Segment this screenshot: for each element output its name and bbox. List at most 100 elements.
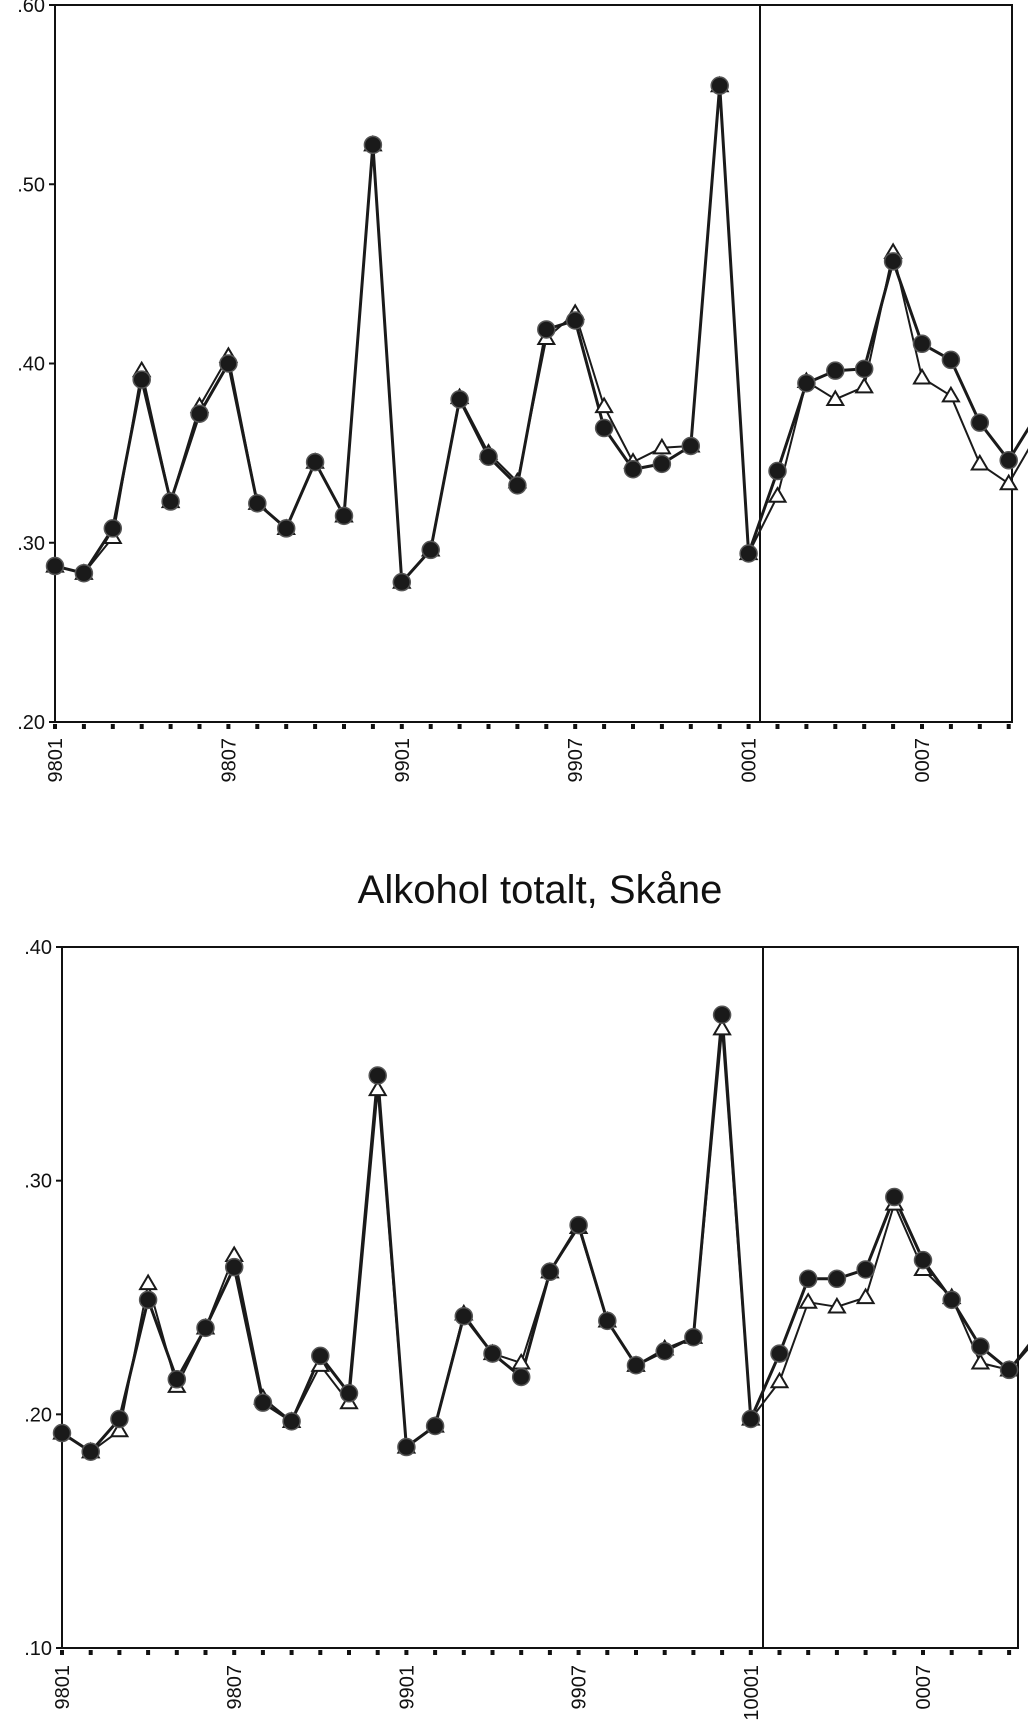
x-tick-label: 9907	[565, 738, 587, 783]
circle-marker	[81, 1442, 100, 1461]
y-tick-label: .20	[24, 1404, 52, 1426]
x-tick-label: 9901	[396, 1665, 418, 1710]
x-tick	[921, 1650, 925, 1655]
triangle-marker	[138, 1273, 158, 1291]
circle-marker	[826, 361, 845, 380]
x-tick	[428, 724, 433, 729]
circle-marker	[311, 1346, 330, 1366]
circle-marker	[710, 76, 729, 95]
triangle-marker	[367, 1079, 388, 1097]
x-tick	[146, 1650, 151, 1655]
triangle-marker	[970, 1352, 991, 1370]
triangle-marker	[652, 437, 672, 455]
x-tick-label: 10001	[741, 1665, 763, 1721]
triangle-marker	[769, 1371, 790, 1389]
circle-marker	[712, 1005, 732, 1025]
x-tick	[891, 724, 896, 729]
circle-marker	[912, 334, 932, 354]
x-tick	[605, 1650, 610, 1655]
x-tick	[139, 724, 144, 729]
circle-marker	[770, 1344, 789, 1363]
circle-marker	[768, 461, 787, 481]
x-tick	[717, 724, 722, 729]
triangle-marker	[912, 367, 932, 385]
circle-marker	[913, 1250, 933, 1270]
circle-marker	[856, 1260, 875, 1279]
x-tick	[203, 1650, 208, 1655]
x-tick-label: 9807	[224, 1665, 246, 1710]
triangle-marker	[970, 453, 990, 471]
x-tick	[81, 724, 86, 729]
circle-marker	[103, 519, 123, 538]
circle-marker	[425, 1416, 445, 1436]
x-tick	[920, 724, 924, 729]
x-tick	[399, 724, 404, 729]
triangle-marker	[825, 389, 846, 406]
circle-marker	[248, 494, 267, 513]
circle-marker	[397, 1437, 416, 1457]
circle-marker	[161, 492, 180, 511]
x-tick	[662, 1650, 667, 1655]
circle-marker	[854, 359, 874, 379]
circle-marker	[798, 1269, 818, 1289]
x-tick	[60, 1650, 64, 1655]
circle-marker	[132, 370, 151, 389]
circle-marker	[483, 1344, 502, 1363]
y-tick-label: .30	[17, 533, 45, 555]
triangle-marker	[798, 1292, 818, 1309]
x-tick-label: 0007	[912, 738, 934, 783]
x-tick	[746, 724, 751, 729]
x-tick	[602, 724, 607, 729]
y-tick-label: .20	[17, 712, 45, 734]
x-tick	[862, 724, 867, 729]
x-tick	[168, 724, 173, 729]
x-tick	[948, 724, 953, 729]
x-tick	[490, 1650, 495, 1655]
circle-marker	[971, 1337, 990, 1356]
circle-marker	[450, 390, 469, 409]
x-tick	[631, 724, 635, 729]
x-tick-label: 0001	[739, 738, 761, 783]
x-tick	[688, 724, 693, 729]
circle-marker	[363, 135, 383, 155]
x-tick	[775, 724, 780, 729]
plot-frame	[61, 946, 1019, 1649]
x-tick	[174, 1650, 179, 1655]
circle-marker	[276, 519, 296, 538]
x-tick-label: 9901	[392, 738, 414, 783]
x-tick-label: 9801	[52, 1665, 74, 1710]
x-tick	[777, 1650, 782, 1655]
x-tick	[110, 724, 115, 729]
circle-marker	[827, 1269, 847, 1289]
circle-marker	[253, 1393, 273, 1412]
x-tick	[486, 724, 491, 729]
x-tick	[197, 724, 202, 729]
x-tick-label: 9907	[569, 1665, 591, 1710]
x-tick	[375, 1650, 380, 1655]
x-tick	[834, 1650, 839, 1655]
circle-marker	[196, 1318, 215, 1338]
circle-marker	[741, 1409, 761, 1429]
x-tick	[313, 724, 318, 729]
x-tick	[347, 1650, 351, 1655]
x-tick	[863, 1650, 868, 1655]
x-tick	[232, 1650, 237, 1655]
circle-marker	[45, 556, 65, 576]
circle-marker	[167, 1370, 187, 1389]
circle-marker	[479, 447, 498, 466]
x-tick	[370, 724, 375, 729]
x-tick	[284, 724, 289, 729]
x-tick	[659, 724, 664, 729]
x-tick	[255, 724, 260, 729]
circle-marker	[305, 452, 325, 472]
circle-marker	[652, 454, 672, 474]
circle-marker	[190, 404, 209, 423]
triangle-marker	[827, 1296, 847, 1314]
x-tick	[433, 1650, 438, 1655]
y-tick-label: .60	[17, 0, 45, 17]
series-line-circle	[61, 1013, 1028, 1454]
circle-marker	[739, 544, 758, 563]
circle-marker	[511, 1367, 531, 1387]
circle-marker	[219, 354, 238, 373]
